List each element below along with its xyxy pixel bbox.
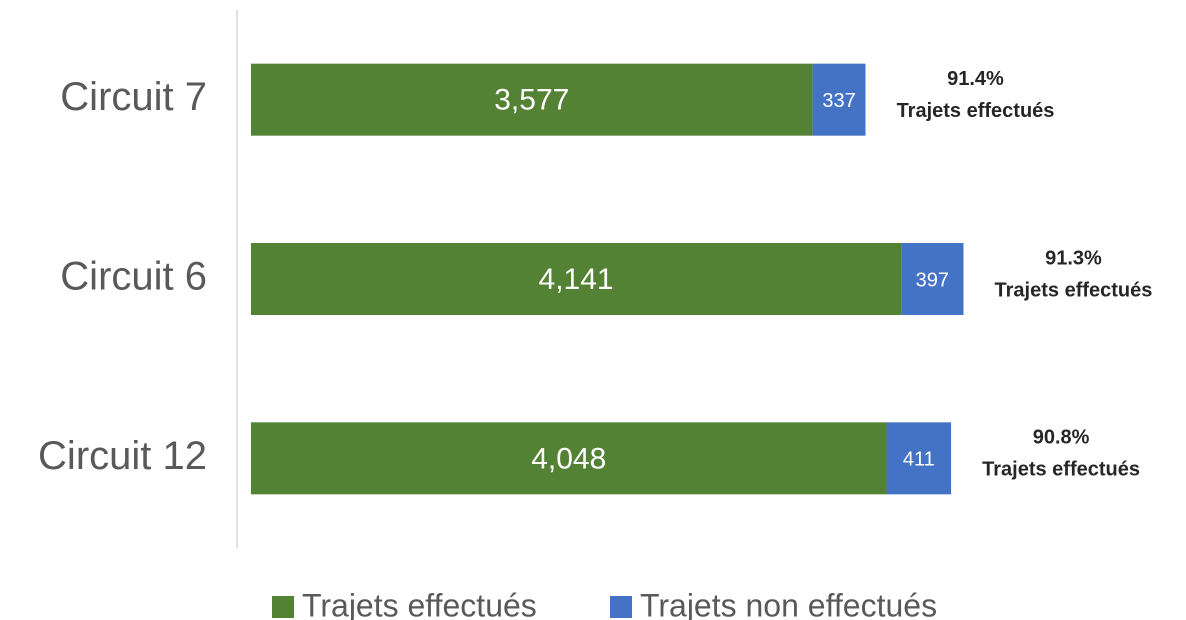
bar-segment: [251, 422, 887, 495]
legend-swatch: [610, 596, 632, 618]
data-label: 337: [822, 90, 855, 112]
bar-segment: [886, 422, 952, 495]
data-label: 397: [916, 269, 949, 291]
annotation-percent: 90.8%: [1033, 427, 1090, 449]
data-label: 3,577: [494, 84, 569, 117]
annotation-text: Trajets effectués: [995, 279, 1153, 301]
bar-segment: [812, 63, 866, 136]
legend-label: Trajets non effectués: [640, 587, 937, 620]
annotation-text: Trajets effectués: [982, 459, 1140, 481]
category-label: Circuit 6: [60, 255, 207, 299]
annotation-text: Trajets effectués: [897, 100, 1055, 122]
legend-swatch: [272, 596, 294, 618]
category-label: Circuit 12: [38, 434, 207, 478]
data-label: 411: [903, 449, 935, 471]
bar-segment: [901, 243, 964, 315]
annotation-percent: 91.3%: [1045, 247, 1102, 269]
annotation-percent: 91.4%: [947, 68, 1004, 90]
data-label: 4,048: [531, 442, 606, 475]
data-label: 4,141: [539, 263, 614, 296]
bar-segment: [251, 243, 902, 315]
category-label: Circuit 7: [60, 75, 207, 119]
legend-label: Trajets effectués: [302, 587, 537, 620]
bar-segment: [251, 63, 813, 136]
